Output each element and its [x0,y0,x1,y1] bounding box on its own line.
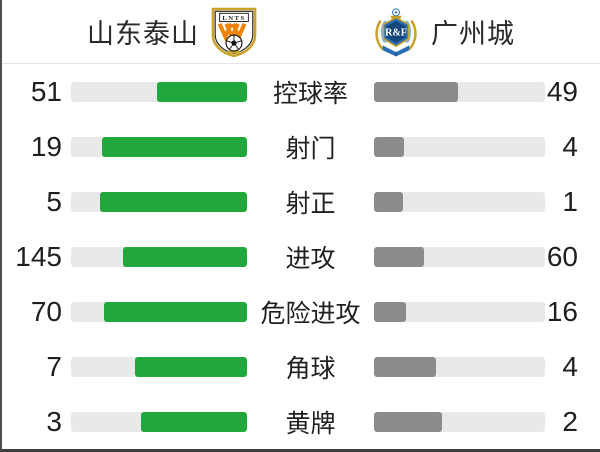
away-stat-value: 60 [546,240,578,272]
home-stat-bar-fill [157,81,247,102]
stat-row-possession: 51 控球率 49 [2,64,600,119]
match-header: 山东泰山 LNTS [2,0,600,64]
away-stat-value: 2 [562,405,578,437]
home-stat-bar [71,356,247,377]
away-stat-bar-fill [374,246,425,267]
home-stat-bar [71,246,247,267]
home-stat-value: 145 [15,240,62,272]
home-stat-value: 5 [46,185,62,217]
stat-label: 射正 [285,189,336,218]
home-stat-value: 70 [30,295,62,327]
home-stat-bar [71,136,247,157]
away-stat-value: 4 [562,350,578,382]
stat-label: 进攻 [285,244,336,273]
home-stat-bar-fill [101,136,247,157]
stat-row-attacks: 145 进攻 60 [2,229,600,284]
stat-label: 射门 [285,134,336,163]
home-stat-bar [71,411,247,432]
away-stat-value: 1 [562,185,578,217]
home-stat-value: 3 [46,405,62,437]
home-stat-bar [71,301,247,322]
stat-row-yellow-cards: 3 黄牌 2 [2,394,600,449]
home-stat-bar [71,191,247,212]
away-stat-value: 16 [546,295,578,327]
stat-label: 角球 [285,354,336,383]
stat-row-corners: 7 角球 4 [2,339,600,394]
home-stat-value: 19 [30,130,62,162]
crest-text-rf: R&F [385,27,407,38]
home-stat-bar-fill [141,411,247,432]
home-team-name: 山东泰山 [87,19,199,49]
away-stat-bar [374,411,545,432]
away-stat-bar-fill [374,301,406,322]
home-team: 山东泰山 LNTS [87,7,257,57]
stat-label: 控球率 [272,79,348,108]
away-stat-bar-fill [374,191,403,212]
away-stat-bar [374,136,545,157]
away-stat-bar [374,356,545,377]
away-stat-bar [374,246,545,267]
away-team-name: 广州城 [431,19,515,49]
away-stat-bar-fill [374,411,443,432]
home-stat-bar-fill [135,356,247,377]
stats-list: 51 控球率 49 19 射门 4 5 射正 1 145 进攻 60 [2,64,600,449]
away-stat-value: 49 [546,75,578,107]
home-stat-bar-fill [122,246,247,267]
away-stat-bar [374,81,545,102]
guangzhou-city-crest-icon: R&F [373,7,419,57]
away-stat-bar [374,191,545,212]
stat-row-shots: 19 射门 4 [2,119,600,174]
home-stat-value: 51 [30,75,62,107]
away-stat-value: 4 [562,130,578,162]
stat-row-dangerous-attacks: 70 危险进攻 16 [2,284,600,339]
away-stat-bar-fill [374,356,437,377]
home-stat-value: 7 [46,350,62,382]
shandong-taishan-crest-icon: LNTS [211,7,257,57]
stat-label: 黄牌 [285,409,336,438]
home-stat-bar-fill [103,301,247,322]
away-stat-bar [374,301,545,322]
crest-text-lnts: LNTS [222,14,245,21]
stat-row-shots-on-target: 5 射正 1 [2,174,600,229]
away-stat-bar-fill [374,81,458,102]
away-team: R&F 广州城 [373,7,515,57]
stat-label: 危险进攻 [260,299,361,328]
home-stat-bar-fill [100,191,247,212]
home-stat-bar [71,81,247,102]
away-stat-bar-fill [374,136,404,157]
